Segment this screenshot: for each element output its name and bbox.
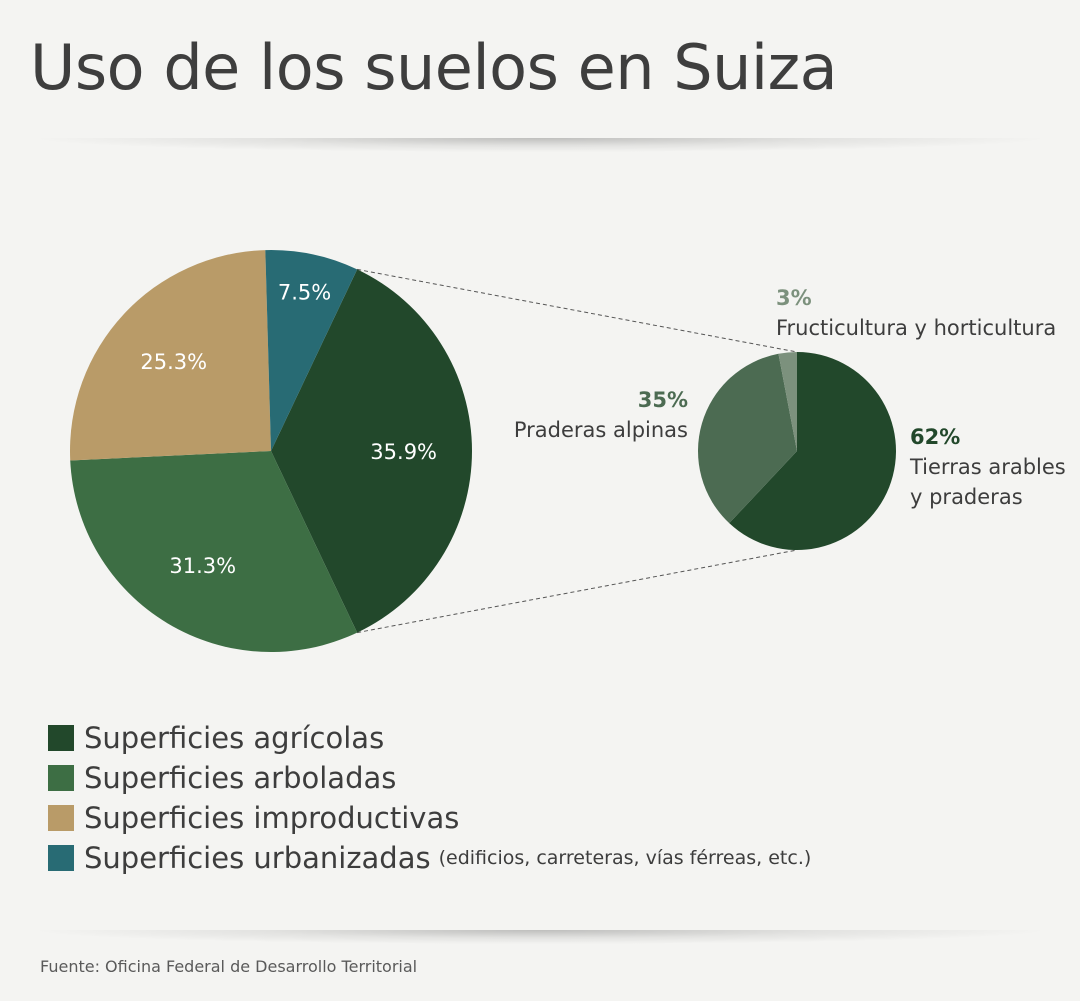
breakdown-pct-praderas-alpinas: 35% [638,388,688,412]
legend-item-agricolas: Superficies agrícolas [48,718,811,758]
breakdown-pct-tierras-arables-y-praderas: 62% [910,425,960,449]
legend-item-arboladas: Superficies arboladas [48,758,811,798]
breakdown-label-praderas-alpinas: Praderas alpinas [514,418,688,442]
bottom-divider [40,930,1040,944]
legend-swatch [48,765,74,791]
top-divider [40,138,1040,152]
breakdown-pct-fructicultura-y-horticultura: 3% [776,286,812,310]
legend-label: Superficies agrícolas [84,721,385,755]
pie-label-superficies-arboladas: 31.3% [169,554,236,578]
pie-label-superficies-improductivas: 25.3% [140,350,207,374]
pie-charts: 35.9% 31.3% 25.3% 7.5% 62% Tierras arables y p… [70,250,1066,652]
page-title: Uso de los suelos en Suiza [30,31,838,104]
legend-label: Superficies arboladas [84,761,397,795]
pie-label-superficies-urbanizadas: 7.5% [278,281,331,305]
legend-swatch [48,805,74,831]
breakdown-label-fructicultura-y-horticultura: Fructicultura y horticultura [776,316,1056,340]
legend-swatch [48,845,74,871]
legend-item-improductivas: Superficies improductivas [48,798,811,838]
connector-line-bottom [357,549,798,634]
legend-swatch [48,725,74,751]
pie-slice-superficies-agricolas [271,269,472,633]
breakdown-label-tierras-arables-y-praderas: y praderas [910,485,1023,509]
source-note: Fuente: Oficina Federal de Desarrollo Te… [40,957,418,976]
pie-slice-superficies-arboladas [70,451,358,652]
breakdown-slice-fructicultura-y-horticultura [778,352,797,451]
legend-label: Superficies improductivas [84,801,460,835]
breakdown-slice-tierras-arables-y-praderas [729,352,896,550]
legend-note: (edificios, carreteras, vías férreas, et… [438,847,812,869]
pie-slice-superficies-urbanizadas [265,250,358,451]
main-pie-chart [70,250,472,652]
breakdown-label-tierras-arables-y-praderas: Tierras arables [909,455,1066,479]
pie-label-superficies-agricolas: 35.9% [370,440,437,464]
legend-label: Superficies urbanizadas [84,841,431,875]
breakdown-pie-chart [698,352,896,550]
pie-labels: 35.9% 31.3% 25.3% 7.5% 62% Tierras arables y p… [140,281,1065,578]
legend-item-urbanizadas: Superficies urbanizadas (edificios, carr… [48,838,811,878]
breakdown-slice-praderas-alpinas [698,353,797,524]
legend: Superficies agrícolas Superficies arbola… [48,718,811,878]
pie-slice-superficies-improductivas [70,250,272,461]
connector-lines [357,268,798,634]
connector-line-top [357,268,798,353]
